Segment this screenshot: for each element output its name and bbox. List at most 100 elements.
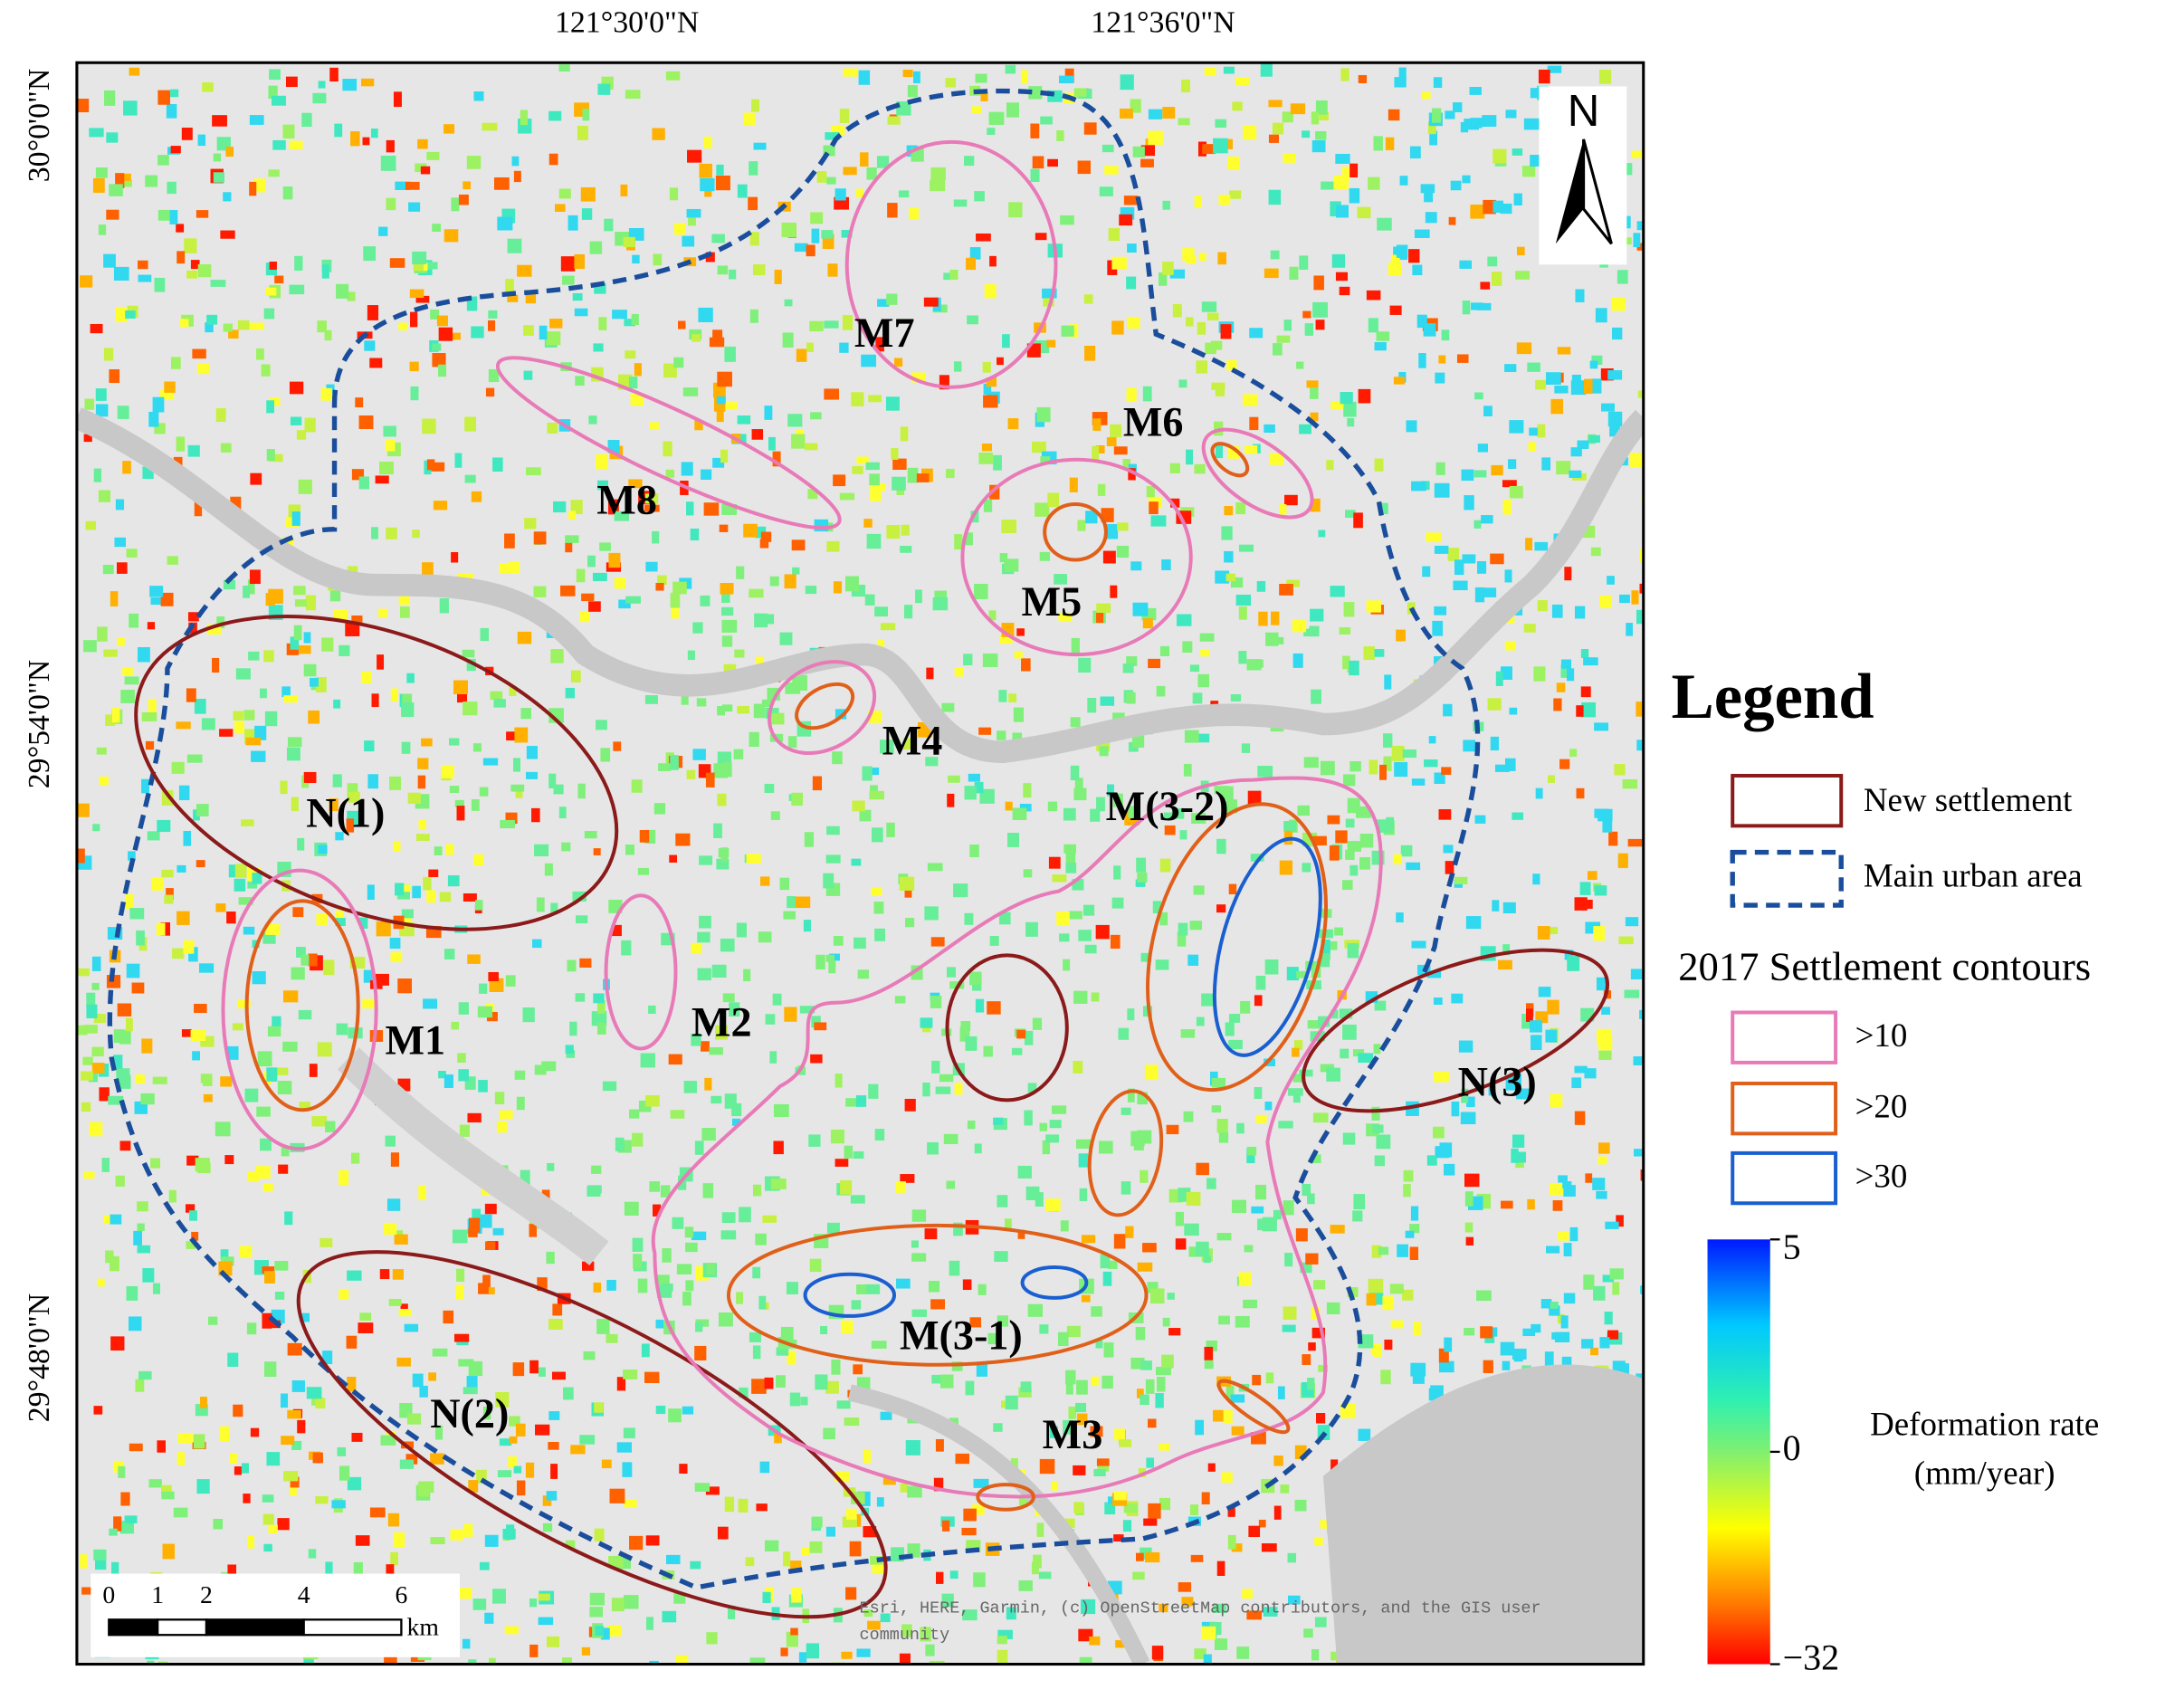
texture-cell: [1123, 1503, 1139, 1513]
texture-cell: [1019, 803, 1032, 812]
texture-cell: [1430, 1385, 1444, 1397]
texture-cell: [482, 758, 499, 766]
texture-cell: [589, 241, 603, 254]
texture-cell: [1570, 447, 1582, 457]
texture-cell: [628, 377, 638, 389]
texture-cell: [286, 747, 300, 761]
texture-cell: [752, 1184, 762, 1197]
texture-cell: [1547, 775, 1555, 783]
texture-cell: [987, 1332, 999, 1345]
texture-cell: [117, 1003, 132, 1017]
texture-cell: [574, 253, 586, 270]
texture-cell: [1595, 308, 1607, 323]
texture-cell: [1081, 1599, 1096, 1615]
texture-cell: [404, 1323, 419, 1332]
texture-cell: [339, 1169, 349, 1186]
texture-cell: [534, 1064, 547, 1075]
texture-cell: [720, 583, 734, 595]
texture-cell: [526, 467, 541, 476]
texture-cell: [290, 636, 300, 650]
texture-cell: [1189, 664, 1200, 673]
texture-cell: [1540, 1299, 1552, 1309]
texture-cell: [823, 1427, 835, 1440]
texture-cell: [1166, 1124, 1179, 1135]
texture-cell: [468, 1659, 477, 1665]
texture-cell: [1374, 458, 1384, 472]
texture-cell: [988, 111, 1005, 125]
texture-cell: [296, 947, 306, 958]
texture-cell: [830, 125, 845, 136]
longitude-label: 121°36'0"N: [1091, 5, 1235, 39]
texture-cell: [975, 998, 985, 1013]
texture-cell: [719, 524, 729, 532]
texture-cell: [1459, 260, 1473, 269]
texture-cell: [289, 140, 303, 149]
texture-cell: [1637, 390, 1644, 398]
texture-cell: [215, 408, 226, 422]
texture-cell: [370, 128, 378, 138]
texture-cell: [1389, 305, 1402, 315]
texture-cell: [321, 637, 334, 652]
texture-cell: [251, 750, 266, 762]
texture-cell: [729, 1002, 740, 1017]
texture-cell: [451, 197, 460, 212]
texture-cell: [579, 958, 592, 968]
texture-cell: [405, 1454, 418, 1465]
texture-cell: [1074, 778, 1083, 794]
texture-cell: [226, 912, 236, 924]
texture-cell: [743, 112, 756, 127]
texture-cell: [1264, 1058, 1275, 1066]
texture-cell: [1633, 1056, 1644, 1066]
texture-cell: [224, 1155, 234, 1165]
texture-cell: [1113, 1491, 1127, 1501]
texture-cell: [1349, 660, 1359, 676]
texture-cell: [351, 616, 363, 625]
texture-cell: [1483, 199, 1496, 215]
texture-cell: [729, 269, 737, 280]
texture-cell: [1529, 427, 1538, 436]
texture-cell: [737, 705, 750, 714]
texture-cell: [565, 1045, 574, 1054]
texture-cell: [751, 1379, 767, 1394]
texture-cell: [698, 307, 713, 323]
texture-cell: [631, 313, 639, 326]
texture-cell: [543, 1664, 556, 1665]
texture-cell: [339, 1288, 349, 1300]
texture-cell: [1639, 549, 1644, 563]
texture-cell: [149, 586, 164, 597]
texture-cell: [342, 79, 358, 91]
texture-cell: [262, 932, 276, 944]
texture-cell: [1170, 498, 1180, 508]
texture-cell: [1592, 1178, 1606, 1190]
texture-cell: [1501, 666, 1512, 680]
texture-cell: [939, 375, 949, 390]
texture-cell: [1018, 1580, 1033, 1591]
texture-cell: [979, 788, 995, 804]
texture-cell: [925, 1644, 935, 1656]
texture-cell: [410, 311, 418, 328]
legend-title: Legend: [1672, 662, 1874, 732]
texture-cell: [1169, 269, 1186, 279]
texture-cell: [1574, 606, 1586, 619]
legend-swatch: [1731, 1010, 1838, 1064]
texture-cell: [1305, 1253, 1319, 1265]
texture-cell: [825, 1380, 839, 1394]
texture-cell: [629, 1535, 644, 1551]
texture-cell: [109, 369, 120, 384]
texture-cell: [949, 1260, 960, 1276]
texture-cell: [380, 156, 396, 171]
texture-cell: [871, 887, 882, 896]
texture-cell: [791, 792, 804, 807]
texture-cell: [1073, 1060, 1083, 1074]
texture-cell: [1142, 386, 1152, 402]
texture-cell: [410, 386, 419, 401]
texture-cell: [220, 230, 235, 239]
texture-cell: [254, 1166, 271, 1179]
texture-cell: [997, 357, 1004, 366]
texture-cell: [969, 845, 979, 858]
texture-cell: [271, 95, 286, 106]
texture-cell: [1303, 757, 1319, 768]
texture-cell: [640, 1053, 656, 1068]
texture-cell: [1567, 668, 1575, 682]
texture-cell: [449, 786, 460, 794]
